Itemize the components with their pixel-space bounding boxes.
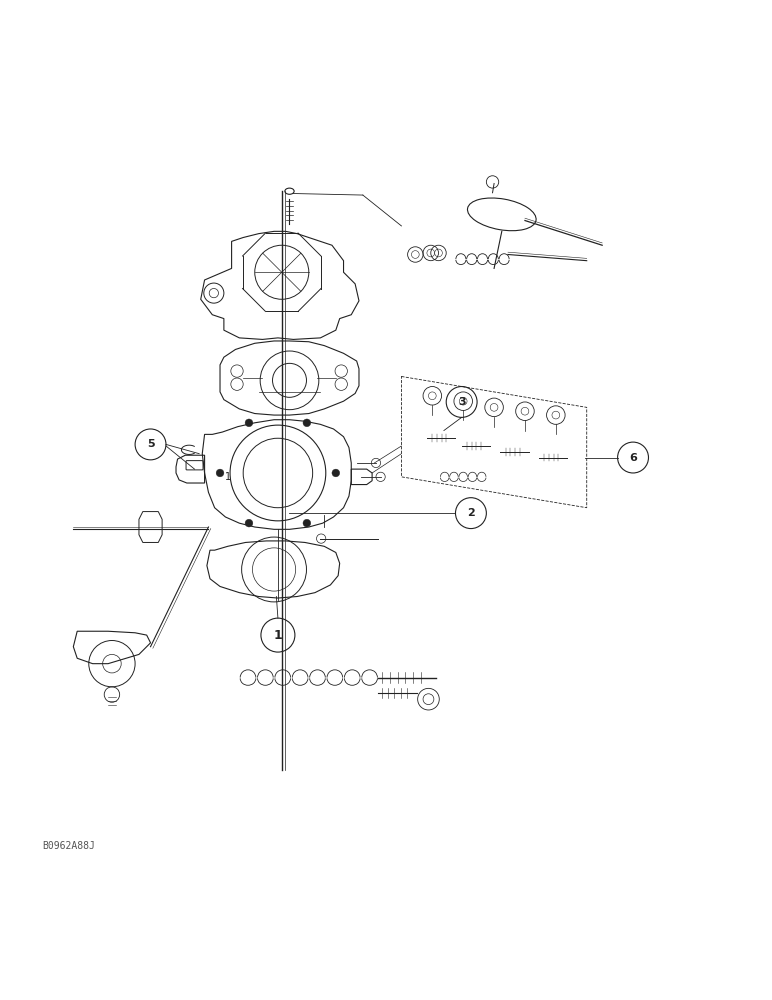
Circle shape — [303, 419, 310, 427]
Circle shape — [332, 469, 340, 477]
Text: 5: 5 — [147, 439, 154, 449]
Text: B0962A88J: B0962A88J — [42, 841, 95, 851]
Text: 1: 1 — [225, 472, 231, 482]
Text: 3: 3 — [458, 397, 466, 407]
Circle shape — [303, 519, 310, 527]
Circle shape — [216, 469, 224, 477]
Text: 1: 1 — [273, 629, 283, 642]
Circle shape — [245, 519, 252, 527]
Text: 2: 2 — [467, 508, 475, 518]
Text: 6: 6 — [629, 453, 637, 463]
Circle shape — [245, 419, 253, 427]
